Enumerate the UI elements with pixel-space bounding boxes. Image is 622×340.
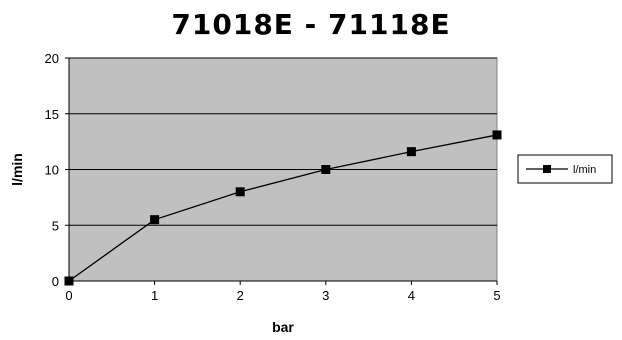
series-line — [68, 134, 498, 282]
x-tick-label: 4 — [408, 288, 415, 303]
x-tick-label: 0 — [65, 288, 72, 303]
x-tick-label: 1 — [151, 288, 158, 303]
y-tick-label: 10 — [45, 163, 59, 178]
x-tick-label: 3 — [322, 288, 329, 303]
data-point — [64, 276, 74, 286]
legend-label: l/min — [573, 164, 596, 176]
data-point — [492, 130, 502, 140]
x-tick-label: 2 — [237, 288, 244, 303]
y-tick-label: 15 — [45, 107, 59, 122]
legend: l/min — [517, 154, 613, 184]
x-tick-label: 5 — [493, 288, 500, 303]
y-tick-label: 20 — [45, 51, 59, 66]
data-point — [235, 187, 245, 197]
legend-marker — [543, 165, 551, 173]
data-point — [406, 147, 416, 157]
chart-title: 71018E - 71118E — [171, 8, 451, 41]
data-point — [321, 165, 331, 174]
y-tick-label: 0 — [52, 274, 59, 289]
x-axis-title: bar — [272, 319, 294, 335]
data-point — [150, 215, 160, 225]
y-tick-label: 5 — [52, 218, 59, 233]
y-axis-title: l/min — [9, 153, 25, 186]
